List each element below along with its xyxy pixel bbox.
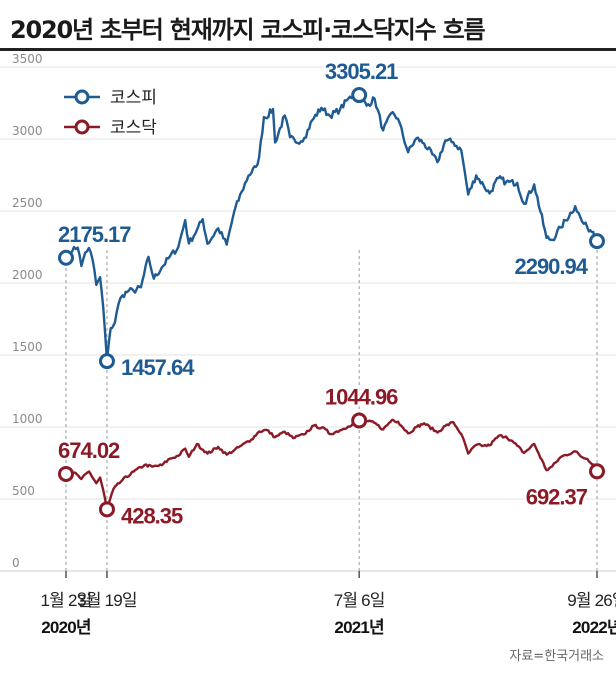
y-tick-label: 1000	[12, 412, 43, 426]
y-tick-label: 2000	[12, 268, 43, 282]
y-tick-label: 3000	[12, 124, 43, 138]
data-label: 428.35	[121, 503, 183, 528]
data-label: 2290.94	[514, 254, 588, 279]
title-divider	[0, 48, 616, 51]
data-point-marker	[351, 412, 368, 429]
data-point-marker	[589, 233, 605, 250]
data-label: 3305.21	[325, 59, 398, 84]
data-label: 674.02	[58, 438, 120, 463]
data-label: 692.37	[526, 484, 588, 509]
data-label: 1044.96	[325, 385, 398, 410]
x-tick-label: 9월 26일	[567, 591, 616, 610]
series-line	[65, 93, 598, 363]
data-point-marker	[351, 87, 368, 104]
y-tick-label: 2500	[12, 196, 43, 210]
legend-swatch-marker	[74, 119, 90, 135]
data-point-marker	[58, 249, 74, 266]
legend-label: 코스피	[110, 88, 157, 108]
x-year-label: 2022년	[572, 618, 616, 637]
data-point-marker	[58, 465, 74, 482]
chart-title: 2020년 초부터 현재까지 코스피·코스닥지수 흐름	[10, 16, 486, 44]
data-point-marker	[589, 463, 605, 480]
data-label: 2175.17	[58, 222, 131, 247]
data-label: 1457.64	[121, 355, 195, 380]
data-point-marker	[98, 501, 115, 518]
y-tick-label: 0	[12, 556, 20, 570]
x-year-label: 2020년	[41, 618, 91, 637]
x-year-label: 2021년	[334, 618, 384, 637]
data-source: 자료=한국거래소	[509, 649, 604, 664]
x-tick-label: 7월 6일	[334, 591, 385, 610]
series-line	[65, 418, 599, 511]
data-point-marker	[98, 353, 115, 370]
legend-label: 코스닥	[110, 118, 157, 138]
legend-swatch-marker	[74, 89, 90, 105]
x-tick-label: 1월 2일	[41, 591, 92, 610]
x-tick-label: 3월 19일	[77, 591, 137, 610]
y-tick-label: 3500	[12, 52, 43, 66]
y-tick-label: 1500	[12, 340, 43, 354]
y-tick-label: 500	[12, 484, 35, 498]
